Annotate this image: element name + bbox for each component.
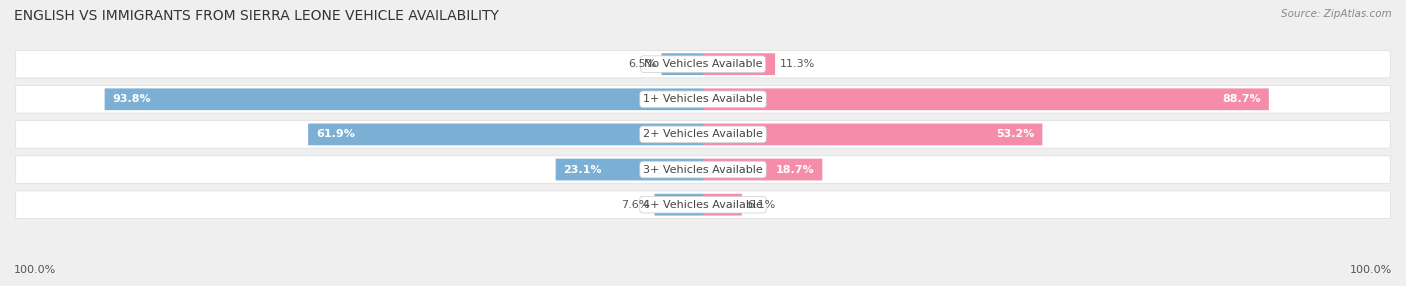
Text: 100.0%: 100.0% <box>14 265 56 275</box>
FancyBboxPatch shape <box>555 159 703 180</box>
Text: 6.5%: 6.5% <box>628 59 657 69</box>
Text: 11.3%: 11.3% <box>780 59 815 69</box>
FancyBboxPatch shape <box>703 53 775 75</box>
FancyBboxPatch shape <box>15 191 1391 219</box>
Text: 61.9%: 61.9% <box>316 130 354 139</box>
Text: 6.1%: 6.1% <box>747 200 775 210</box>
Text: 100.0%: 100.0% <box>1350 265 1392 275</box>
FancyBboxPatch shape <box>662 53 703 75</box>
Text: 3+ Vehicles Available: 3+ Vehicles Available <box>643 164 763 174</box>
Legend: English, Immigrants from Sierra Leone: English, Immigrants from Sierra Leone <box>560 282 846 286</box>
Text: 93.8%: 93.8% <box>112 94 150 104</box>
Text: Source: ZipAtlas.com: Source: ZipAtlas.com <box>1281 9 1392 19</box>
FancyBboxPatch shape <box>703 124 1042 145</box>
FancyBboxPatch shape <box>703 194 742 216</box>
Text: 18.7%: 18.7% <box>776 164 814 174</box>
FancyBboxPatch shape <box>104 88 703 110</box>
FancyBboxPatch shape <box>15 156 1391 183</box>
Text: No Vehicles Available: No Vehicles Available <box>644 59 762 69</box>
Text: 4+ Vehicles Available: 4+ Vehicles Available <box>643 200 763 210</box>
Text: 1+ Vehicles Available: 1+ Vehicles Available <box>643 94 763 104</box>
FancyBboxPatch shape <box>15 121 1391 148</box>
FancyBboxPatch shape <box>703 88 1268 110</box>
FancyBboxPatch shape <box>308 124 703 145</box>
Text: 7.6%: 7.6% <box>621 200 650 210</box>
Text: ENGLISH VS IMMIGRANTS FROM SIERRA LEONE VEHICLE AVAILABILITY: ENGLISH VS IMMIGRANTS FROM SIERRA LEONE … <box>14 9 499 23</box>
FancyBboxPatch shape <box>655 194 703 216</box>
Text: 53.2%: 53.2% <box>997 130 1035 139</box>
Text: 88.7%: 88.7% <box>1223 94 1261 104</box>
FancyBboxPatch shape <box>15 86 1391 113</box>
Text: 23.1%: 23.1% <box>564 164 602 174</box>
FancyBboxPatch shape <box>703 159 823 180</box>
Text: 2+ Vehicles Available: 2+ Vehicles Available <box>643 130 763 139</box>
FancyBboxPatch shape <box>15 50 1391 78</box>
